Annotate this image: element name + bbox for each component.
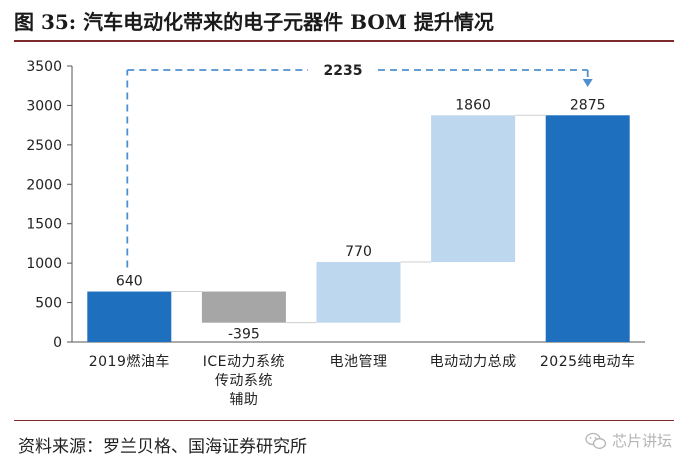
bar-2 — [316, 261, 401, 323]
x-tick-label: 辅助 — [229, 392, 258, 408]
bar-4 — [545, 115, 630, 343]
y-tick-label: 2500 — [26, 138, 62, 154]
y-tick-label: 1500 — [26, 217, 62, 233]
x-tick-label: 传动系统 — [215, 373, 273, 389]
title-divider — [14, 40, 674, 42]
annotation-arrowhead — [582, 79, 593, 87]
y-tick-label: 2000 — [26, 177, 62, 193]
bar-3 — [431, 115, 516, 262]
y-tick-label: 500 — [35, 296, 62, 312]
chart-title: 图 35: 汽车电动化带来的电子元器件 BOM 提升情况 — [14, 10, 494, 34]
x-tick-label: 电池管理 — [330, 354, 388, 370]
x-tick-label: ICE动力系统 — [203, 354, 285, 370]
footer-divider — [14, 420, 674, 421]
data-label: 1860 — [455, 97, 491, 113]
data-label: 770 — [345, 244, 372, 260]
y-tick-label: 3500 — [26, 59, 62, 75]
x-tick-label: 2019燃油车 — [89, 353, 170, 370]
wechat-icon — [585, 432, 607, 449]
data-label: 640 — [116, 274, 143, 290]
watermark-text: 芯片讲坛 — [611, 432, 672, 450]
x-tick-label: 2025纯电动车 — [540, 353, 636, 370]
y-tick-label: 1000 — [26, 256, 62, 272]
annotation-label: 2235 — [324, 63, 363, 79]
x-tick-label: 电动动力总成 — [430, 354, 517, 370]
y-tick-label: 0 — [53, 335, 62, 351]
y-tick-label: 3000 — [26, 98, 62, 114]
waterfall-chart: 0 500 1000 1500 2000 2500 3000 3500 640 2019燃油车 -3… — [26, 59, 645, 408]
bar-1 — [201, 291, 286, 323]
data-label: 2875 — [570, 97, 606, 113]
bar-0 — [87, 291, 172, 342]
source-note: 资料来源：罗兰贝格、国海证券研究所 — [18, 437, 307, 457]
watermark: 芯片讲坛 — [585, 430, 672, 451]
data-label: -395 — [228, 327, 260, 343]
